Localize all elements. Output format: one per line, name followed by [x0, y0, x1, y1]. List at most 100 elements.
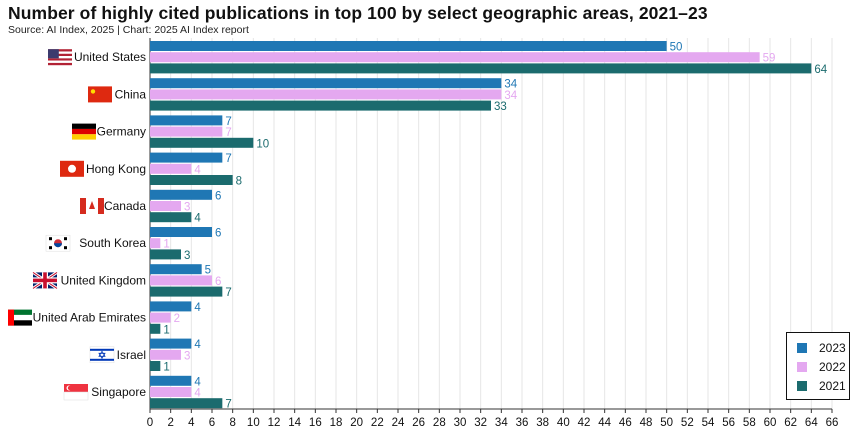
chart-source: Source: AI Index, 2025 | Chart: 2025 AI … — [8, 24, 249, 36]
category-label: Canada — [104, 199, 146, 213]
x-tick-label: 40 — [557, 417, 570, 429]
bar-2021 — [150, 63, 812, 74]
x-tick-label: 18 — [330, 417, 343, 429]
bar-2023 — [150, 115, 223, 126]
x-tick-label: 50 — [660, 417, 673, 429]
data-label-2022: 3 — [184, 202, 190, 214]
category-label: United Arab Emirates — [33, 311, 146, 325]
legend-label-2023: 2023 — [819, 341, 846, 355]
data-label-2022: 4 — [194, 388, 201, 400]
hong-kong-flag-icon — [60, 160, 84, 177]
united-kingdom-flag-icon — [32, 271, 58, 290]
legend-item-2022: 2022 — [797, 360, 846, 374]
x-tick-label: 64 — [805, 417, 818, 429]
legend-swatch-2021 — [797, 381, 807, 391]
category-label: Hong Kong — [86, 162, 146, 176]
data-label-2021: 8 — [236, 176, 242, 188]
x-tick-label: 52 — [681, 417, 694, 429]
bar-2022 — [150, 52, 760, 63]
bar-2023 — [150, 189, 212, 200]
x-tick-label: 58 — [743, 417, 756, 429]
x-tick-label: 14 — [288, 417, 301, 429]
bar-2022 — [150, 238, 161, 249]
bar-2022 — [150, 312, 171, 323]
data-label-2022: 1 — [163, 239, 169, 251]
bar-2021 — [150, 398, 223, 409]
legend-item-2023: 2023 — [797, 341, 846, 355]
bar-2021 — [150, 212, 192, 223]
bar-2021 — [150, 100, 491, 111]
bar-2022 — [150, 126, 223, 137]
legend: 2023 2022 2021 — [786, 332, 850, 400]
x-tick-label: 38 — [536, 417, 549, 429]
x-tick-label: 24 — [392, 417, 405, 429]
data-label-2021: 3 — [184, 250, 190, 262]
category-label: United States — [74, 50, 146, 64]
bar-2023 — [150, 227, 212, 237]
bar-2022 — [150, 89, 502, 100]
bar-2023 — [150, 78, 502, 89]
legend-label-2021: 2021 — [819, 379, 846, 393]
category-label: Singapore — [91, 385, 146, 399]
data-label-2021: 7 — [225, 287, 231, 299]
x-tick-label: 6 — [209, 417, 215, 429]
us-flag-icon — [48, 49, 72, 66]
data-label-2023: 7 — [225, 153, 231, 165]
bar-2023 — [150, 41, 667, 51]
category-label: Israel — [117, 348, 146, 362]
bar-2023 — [150, 264, 202, 275]
singapore-flag-icon — [63, 384, 89, 401]
x-tick-label: 60 — [764, 417, 777, 429]
bar-2021 — [150, 137, 254, 148]
data-label-2021: 10 — [256, 138, 269, 150]
bar-2022 — [150, 275, 212, 286]
canada-flag-icon — [80, 198, 104, 214]
data-label-2021: 4 — [194, 213, 201, 225]
bar-2022 — [150, 387, 192, 397]
x-tick-label: 22 — [371, 417, 384, 429]
x-tick-label: 12 — [268, 417, 281, 429]
bar-2022 — [150, 163, 192, 174]
x-tick-label: 20 — [350, 417, 363, 429]
x-tick-label: 46 — [619, 417, 632, 429]
data-label-2021: 7 — [225, 399, 231, 411]
x-tick-label: 36 — [516, 417, 529, 429]
legend-swatch-2022 — [797, 362, 807, 372]
x-tick-label: 26 — [412, 417, 425, 429]
x-tick-label: 44 — [598, 417, 611, 429]
data-label-2021: 1 — [163, 324, 169, 336]
data-label-2022: 6 — [215, 276, 221, 288]
legend-label-2022: 2022 — [819, 360, 846, 374]
x-tick-label: 48 — [640, 417, 653, 429]
data-label-2022: 2 — [174, 313, 180, 325]
x-tick-label: 56 — [722, 417, 735, 429]
germany-flag-icon — [72, 123, 96, 140]
x-tick-label: 42 — [578, 417, 591, 429]
x-tick-label: 54 — [702, 417, 715, 429]
x-tick-label: 34 — [495, 417, 508, 429]
bar-2021 — [150, 361, 161, 371]
x-tick-label: 2 — [167, 417, 173, 429]
x-tick-label: 28 — [433, 417, 446, 429]
data-label-2022: 3 — [184, 350, 190, 362]
bar-2023 — [150, 338, 192, 349]
data-label-2023: 50 — [670, 42, 683, 54]
x-tick-label: 30 — [454, 417, 467, 429]
x-tick-label: 4 — [188, 417, 195, 429]
data-label-2023: 4 — [194, 376, 201, 388]
data-label-2023: 4 — [194, 302, 201, 314]
x-tick-label: 62 — [784, 417, 797, 429]
chart-title: Number of highly cited publications in t… — [8, 3, 708, 23]
x-tick-label: 32 — [474, 417, 487, 429]
category-label: South Korea — [79, 236, 146, 250]
uae-flag-icon — [8, 309, 32, 326]
x-tick-label: 8 — [229, 417, 235, 429]
data-label-2022: 7 — [225, 127, 231, 139]
data-label-2023: 6 — [215, 190, 221, 202]
data-label-2023: 6 — [215, 228, 221, 240]
data-label-2023: 4 — [194, 339, 201, 351]
x-tick-label: 0 — [147, 417, 153, 429]
bar-2022 — [150, 349, 181, 360]
data-label-2023: 7 — [225, 116, 231, 128]
